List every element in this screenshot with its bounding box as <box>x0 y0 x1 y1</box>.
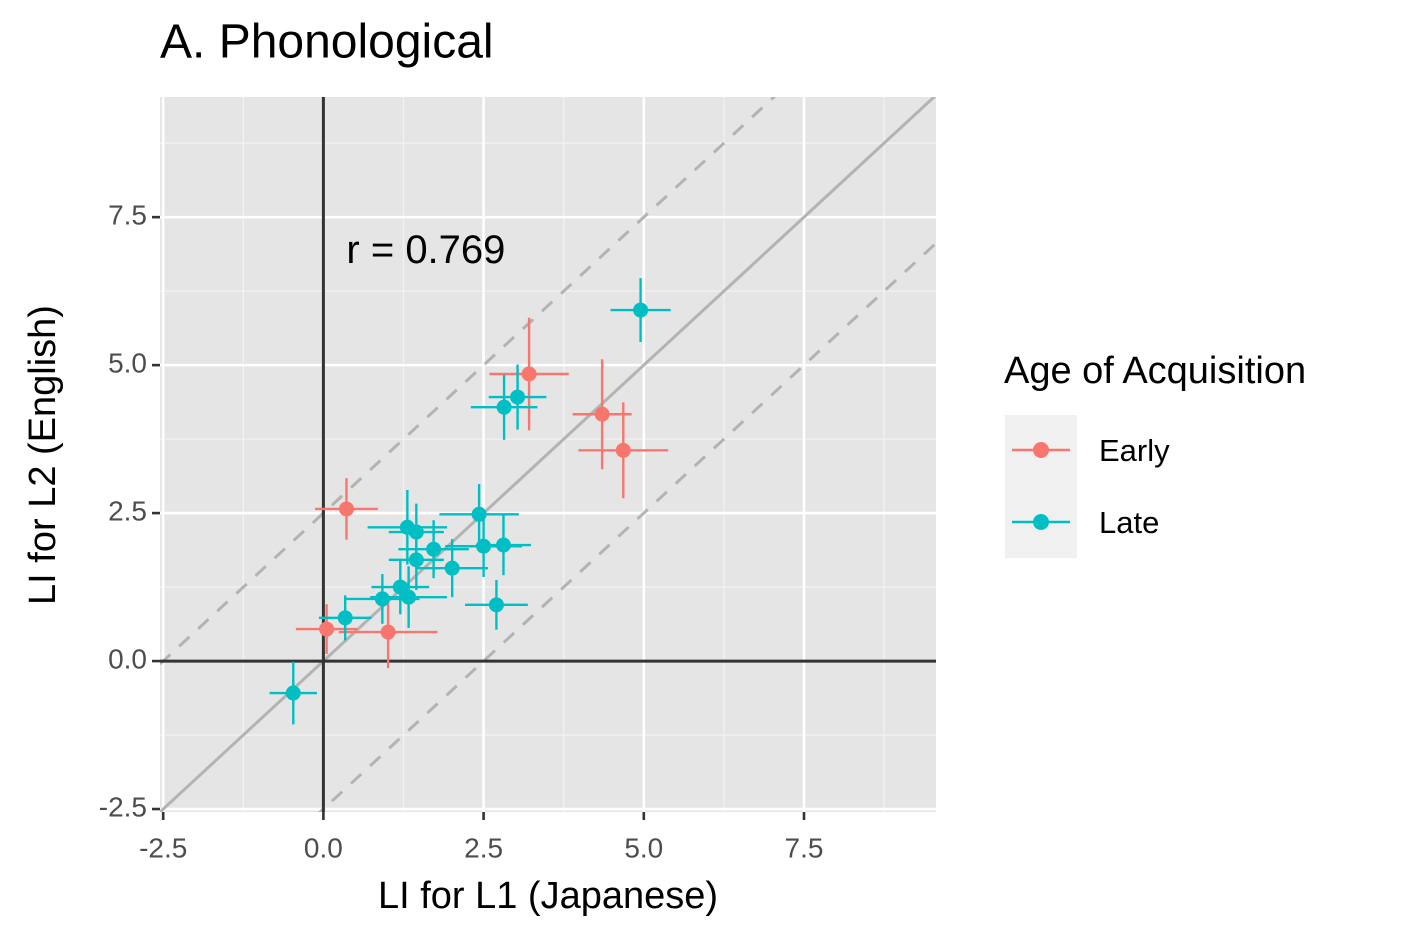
point <box>337 610 353 626</box>
point <box>615 442 631 458</box>
x-tick-label: 7.5 <box>785 832 824 863</box>
legend-label: Late <box>1099 505 1159 540</box>
point <box>594 406 610 422</box>
point <box>285 685 301 701</box>
point <box>392 579 408 595</box>
x-tick-label: 2.5 <box>464 832 503 863</box>
y-tick-label: 5.0 <box>108 348 147 379</box>
legend-key-point <box>1033 442 1049 458</box>
point <box>488 597 504 613</box>
annotation: r = 0.769 <box>346 228 505 272</box>
y-tick-label: 7.5 <box>108 200 147 231</box>
point <box>633 302 649 318</box>
y-tick-label: 0.0 <box>108 643 147 674</box>
legend: Age of Acquisition Early Late <box>1004 350 1306 558</box>
point <box>496 399 512 415</box>
point <box>495 537 511 553</box>
point <box>408 552 424 568</box>
chart-title: A. Phonological <box>160 16 494 69</box>
reference-line <box>160 97 777 666</box>
point <box>319 621 335 637</box>
x-tick-label: 5.0 <box>624 832 663 863</box>
point <box>374 591 390 607</box>
legend-key-point <box>1033 514 1049 530</box>
legend-title: Age of Acquisition <box>1004 350 1306 392</box>
grid <box>160 97 936 812</box>
x-axis-label: LI for L1 (Japanese) <box>378 875 718 917</box>
legend-label: Early <box>1099 433 1170 468</box>
y-tick-label: 2.5 <box>108 495 147 526</box>
point <box>521 366 537 382</box>
x-tick-label: -2.5 <box>139 832 187 863</box>
y-axis-label: LI for L2 (English) <box>22 305 64 605</box>
y-tick-label: -2.5 <box>99 791 147 822</box>
x-tick-label: 0.0 <box>304 832 343 863</box>
point <box>401 589 417 605</box>
axes: -2.5 0.0 2.5 5.0 7.5 -2.5 0.0 2.5 5.0 7.5 <box>99 200 824 864</box>
point <box>338 501 354 517</box>
point <box>426 541 442 557</box>
legend-key-background <box>1005 415 1077 558</box>
point <box>444 560 460 576</box>
point <box>510 389 526 405</box>
reference-line <box>317 242 936 812</box>
point <box>380 624 396 640</box>
plot-area <box>160 97 936 812</box>
